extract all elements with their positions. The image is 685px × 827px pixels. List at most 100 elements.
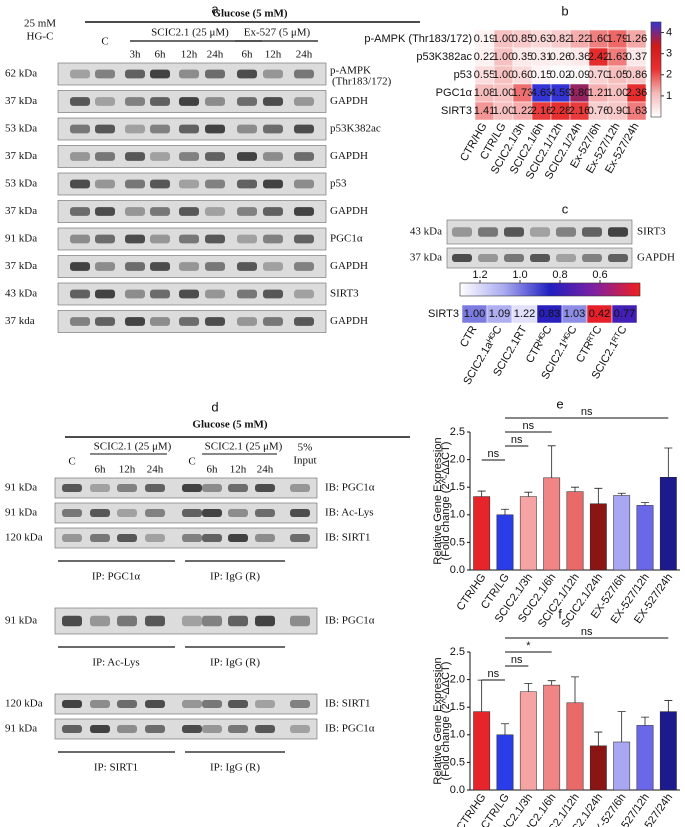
band	[125, 97, 145, 106]
error-bar	[664, 700, 673, 712]
cell-label: 2.42	[588, 51, 609, 63]
band	[117, 615, 137, 627]
heatmap-cell	[626, 101, 647, 121]
band	[205, 207, 225, 216]
panel-label: f	[558, 606, 562, 621]
cell-label: 0.83	[539, 308, 560, 320]
label: GAPDH	[330, 315, 368, 327]
label: (Thr183/172)	[332, 76, 392, 88]
label: HG-C	[27, 31, 54, 43]
error-bar	[524, 491, 533, 497]
bar	[636, 725, 654, 791]
band	[290, 725, 310, 733]
colorbar-tick-label: 0.8	[552, 269, 567, 281]
band	[150, 207, 170, 216]
cell-label: 1.63	[626, 105, 647, 117]
band	[205, 317, 225, 326]
band	[150, 179, 170, 189]
band	[179, 207, 199, 216]
cell-label: 0.60	[512, 69, 533, 81]
error-bar	[641, 502, 649, 506]
cell-label: 1.08	[474, 87, 495, 99]
band	[150, 289, 170, 299]
band	[290, 534, 310, 542]
y-axis-label: (Fold change (2^-ΔΔCT)	[440, 442, 452, 561]
cell-label: 0.82	[550, 33, 571, 45]
error-bar	[617, 492, 626, 496]
band	[205, 179, 225, 189]
bar	[473, 496, 491, 571]
band	[294, 152, 314, 161]
band	[95, 234, 115, 244]
band	[202, 725, 222, 733]
label: IP: IgG (R)	[210, 762, 260, 774]
band	[452, 254, 472, 262]
band	[179, 234, 199, 244]
band	[228, 534, 248, 542]
error-bar	[594, 731, 603, 746]
band	[202, 484, 222, 492]
significance-label: *	[526, 640, 531, 652]
label: 43 kDa	[410, 226, 442, 238]
band	[62, 509, 82, 517]
cell-label: 0.09	[569, 69, 590, 81]
label: 53 kDa	[5, 123, 37, 135]
cell-label: 2.16	[531, 105, 552, 117]
colorbar-tick-label: 0.6	[592, 269, 607, 281]
band	[70, 317, 90, 326]
band	[179, 152, 199, 161]
label: GAPDH	[637, 252, 675, 264]
band	[263, 152, 283, 161]
error-bar	[501, 508, 509, 515]
band	[294, 69, 314, 79]
cell-label: 0.36	[569, 51, 590, 63]
row-label: SIRT3	[441, 105, 472, 117]
band	[145, 484, 165, 492]
label: IB: SIRT1	[325, 532, 370, 544]
band	[294, 179, 314, 189]
band	[263, 207, 283, 216]
error-bar	[594, 487, 603, 504]
bar	[543, 684, 561, 791]
band	[608, 227, 628, 237]
band	[150, 317, 170, 326]
cell-label: 1.00	[493, 33, 514, 45]
y-tick-label: 1.5	[450, 701, 465, 713]
band	[70, 152, 90, 161]
band	[179, 179, 199, 189]
cell-label: 1.21	[588, 87, 609, 99]
band	[294, 207, 314, 216]
label: SIRT3	[330, 288, 359, 300]
label: 24h	[147, 464, 164, 476]
band	[62, 615, 82, 627]
colorbar-tick-label: 2	[666, 69, 672, 81]
label: 6h	[207, 464, 219, 476]
band	[150, 262, 170, 271]
band	[150, 234, 170, 244]
bar	[543, 477, 561, 571]
band	[294, 124, 314, 134]
label: PGC1α	[330, 233, 363, 245]
band	[70, 234, 90, 244]
band	[150, 69, 170, 79]
band	[62, 700, 82, 708]
band	[95, 152, 115, 161]
band	[179, 289, 199, 299]
label: 91 kDa	[5, 507, 37, 519]
band	[145, 725, 165, 733]
bar	[496, 734, 514, 791]
band	[228, 509, 248, 517]
bar	[566, 702, 584, 791]
cell-label: 0.70	[588, 69, 609, 81]
band	[263, 262, 283, 271]
band	[179, 69, 199, 79]
band	[237, 289, 257, 299]
cell-label: 2.28	[550, 105, 571, 117]
bar	[613, 741, 631, 791]
band	[582, 227, 602, 237]
band	[263, 234, 283, 244]
cell-label: 2.16	[569, 105, 590, 117]
band	[70, 207, 90, 216]
label: 37 kda	[5, 315, 35, 327]
band	[117, 534, 137, 542]
